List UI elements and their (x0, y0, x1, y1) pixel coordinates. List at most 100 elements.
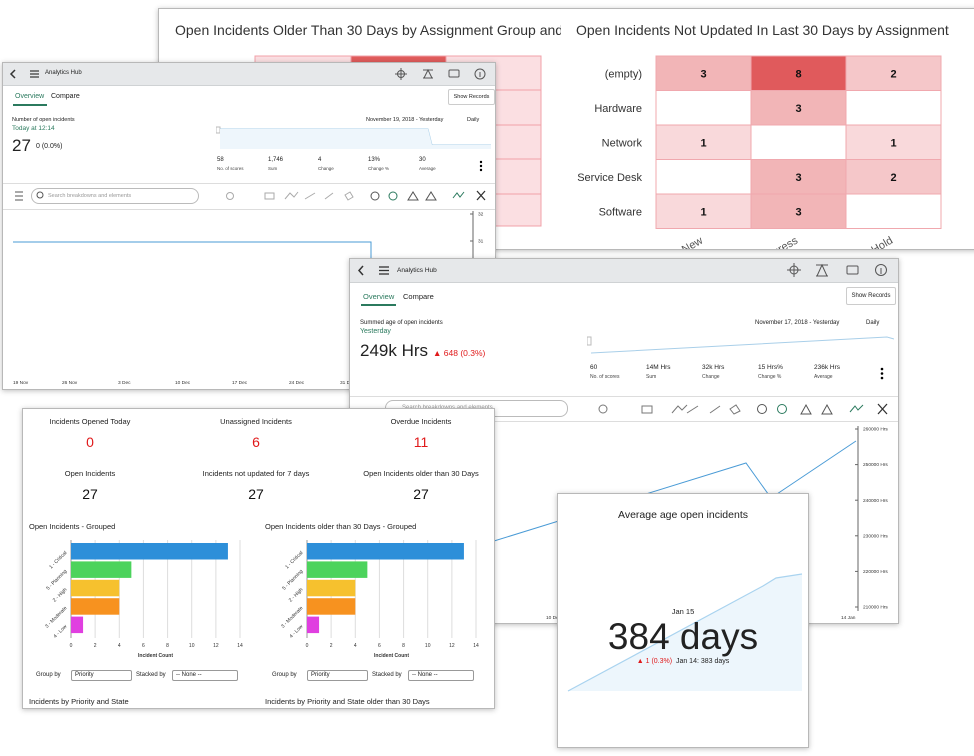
select[interactable]: Priority (71, 670, 132, 681)
header-icons (9, 68, 486, 80)
stat-value: 1,746 (268, 157, 284, 163)
list-icon[interactable] (15, 191, 23, 201)
control-label: Group by (36, 672, 61, 678)
x-tick-label: 2 (330, 643, 333, 649)
date-range[interactable]: November 17, 2018 - Yesterday (755, 320, 840, 326)
header-icons (357, 263, 887, 277)
column-label: On Hold (854, 235, 895, 249)
stat-label: Change % (758, 373, 782, 380)
score-title: Overdue Incidents (390, 417, 452, 426)
score-value: 6 (252, 434, 260, 450)
heat-cell (750, 55, 847, 91)
toolbar (15, 190, 486, 201)
cell-label: 3 (795, 172, 801, 184)
score: 27 (12, 136, 31, 155)
category-label: 4 - Low (289, 624, 305, 640)
tab[interactable]: Overview (363, 292, 395, 301)
back-icon[interactable] (9, 69, 16, 79)
y-tick-label: 260000 Hrs (863, 427, 888, 433)
stat-value: 13% (368, 157, 381, 163)
stat-value: 15 Hrs% (758, 364, 783, 371)
y-tick-label: 210000 Hrs (863, 605, 888, 611)
x-tick-label: 19 Nov (13, 380, 29, 386)
menu-icon[interactable] (30, 70, 39, 78)
score-value: 27 (248, 486, 264, 502)
divider (350, 421, 898, 422)
select[interactable]: -- None -- (408, 670, 474, 681)
stat-value: 60 (590, 364, 598, 371)
more-icon[interactable] (878, 366, 886, 381)
frequency[interactable]: Daily (467, 117, 480, 123)
date-range[interactable]: November 19, 2018 - Yesterday (366, 117, 444, 123)
cell-label: 3 (795, 103, 801, 115)
score-change: 0 (0.0%) (36, 143, 63, 150)
show-records-button[interactable]: Show Records (846, 287, 896, 305)
cell-label: 8 (795, 68, 801, 80)
heatmap-title: Open Incidents Older Than 30 Days by Ass… (175, 22, 561, 38)
x-tick-label: 14 Jan (841, 615, 856, 621)
toolbar-icons[interactable] (395, 68, 486, 80)
bar (307, 616, 320, 634)
heat-cell (655, 55, 752, 91)
select[interactable]: -- None -- (172, 670, 238, 681)
category-label: 1 - Critical (284, 550, 304, 570)
bar (71, 561, 132, 578)
dashboard: Incidents by Priority and State Incident… (22, 408, 495, 709)
score-value: 0 (86, 434, 94, 450)
header-bar (3, 63, 495, 86)
menu-icon[interactable] (379, 266, 389, 275)
divider (3, 183, 495, 184)
x-axis-title: Incident Count (374, 653, 409, 659)
bar (307, 598, 356, 615)
tab[interactable]: Compare (403, 292, 434, 301)
stat-value: 4 (318, 157, 322, 163)
y-tick-label: 250000 Hrs (863, 462, 888, 468)
stat-value: 236k Hrs (814, 364, 841, 371)
heat-cell (750, 90, 847, 126)
control-label: Group by (272, 672, 297, 678)
score-value: 27 (413, 486, 429, 502)
stat-value: 32k Hrs (702, 364, 725, 371)
column-label: New (680, 235, 705, 249)
x-tick-label: 26 Nov (62, 380, 78, 386)
empty-cell (655, 159, 752, 195)
cell-label: 2 (890, 68, 896, 80)
row-label: (empty) (605, 68, 642, 80)
toolbar-icons[interactable] (787, 263, 887, 277)
bar (71, 598, 120, 615)
frequency[interactable]: Daily (866, 320, 880, 326)
tab[interactable]: Overview (15, 93, 45, 100)
select[interactable]: Priority (307, 670, 368, 681)
control-label: Stacked by (372, 672, 402, 678)
trend-chart: 260000 Hrs 250000 Hrs 240000 Hrs 230000 Hrs… (493, 426, 888, 621)
stat-label: No. of scores (217, 166, 244, 171)
score-change: ▲ 1 (0.3%) (636, 658, 673, 665)
x-tick-label: 17 Dec (232, 380, 248, 386)
x-tick-label: 24 Dec (289, 380, 305, 386)
category-label: 2 - High (52, 587, 69, 604)
tool-icons[interactable] (226, 191, 354, 201)
more-icon[interactable] (477, 159, 485, 173)
search-box[interactable]: Search breakdowns and elements (31, 188, 199, 204)
row-label: Software (599, 206, 642, 218)
divider (350, 396, 898, 397)
indicator-name: Summed age of open incidents (360, 320, 443, 326)
show-records-button[interactable]: Show Records (448, 89, 495, 105)
chart-title: Open Incidents - Grouped (29, 522, 116, 531)
tool-icons[interactable] (598, 404, 741, 415)
heat-cell (845, 55, 942, 91)
empty-cell (750, 124, 847, 160)
empty-cell (845, 193, 942, 229)
x-axis-title: Incident Count (138, 653, 173, 659)
section-title: Incidents by Priority and State (29, 697, 129, 706)
x-tick-label: 6 (378, 643, 381, 649)
previous-score: Jan 14: 383 days (675, 658, 730, 665)
score-title: Incidents not updated for 7 days (202, 469, 310, 478)
x-tick-label: 31 Dec (340, 380, 356, 386)
x-tick-label: 3 Dec (118, 380, 131, 386)
back-icon[interactable] (357, 265, 364, 276)
tab[interactable]: Compare (51, 93, 80, 100)
divider (3, 209, 495, 210)
app-title: Analytics Hub (45, 70, 82, 76)
